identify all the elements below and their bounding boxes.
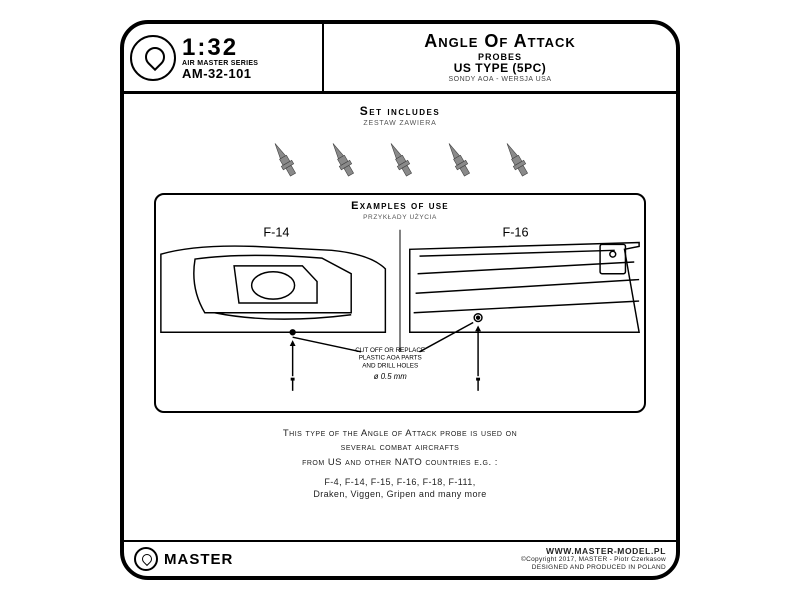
scale-ratio: 1:32 (182, 36, 258, 60)
description-text: This type of the Angle of Attack probe i… (154, 427, 646, 470)
set-includes-en: Set includes (360, 104, 440, 118)
footer-right: WWW.MASTER-MODEL.PL ©Copyright 2017, MAS… (521, 546, 666, 573)
desc-line3: from US and other NATO countries e.g. : (154, 456, 646, 470)
title-main: Angle Of Attack (324, 31, 676, 52)
aircraft-list: F-4, F-14, F-15, F-16, F-18, F-111, Drak… (124, 476, 676, 501)
examples-pl: PRZYKŁADY UŻYCIA (351, 214, 449, 221)
header-title: Angle Of Attack PROBES US TYPE (5PC) SON… (324, 24, 676, 91)
header-left: 1:32 AIR MASTER SERIES AM-32-101 (124, 24, 324, 91)
probe-icon (380, 139, 420, 179)
set-includes-pl: ZESTAW ZAWIERA (124, 120, 676, 127)
f14-label: F-14 (263, 226, 289, 240)
f14-probe-arrow-icon (290, 340, 296, 391)
product-sku: AM-32-101 (182, 67, 258, 80)
probes-row (124, 139, 676, 179)
desc-line1: This type of the Angle of Attack probe i… (154, 427, 646, 441)
title-type: US TYPE (5PC) (324, 62, 676, 76)
f16-nose-icon (410, 242, 639, 332)
footer: MASTER WWW.MASTER-MODEL.PL ©Copyright 20… (124, 540, 676, 576)
footer-brand: MASTER (164, 551, 233, 568)
footer-copyright: ©Copyright 2017, MASTER - Piotr Czerkaso… (521, 556, 666, 564)
title-polish: SONDY AOA - WERSJA USA (324, 76, 676, 84)
drill-dia: ø 0.5 mm (374, 372, 407, 381)
probe-icon (264, 139, 304, 179)
scale-block: 1:32 AIR MASTER SERIES AM-32-101 (182, 36, 258, 80)
footer-logo-icon (134, 547, 158, 571)
note-line3: AND DRILL HOLES (362, 362, 418, 369)
footer-origin: DESIGNED AND PRODUCED IN POLAND (521, 564, 666, 572)
header: 1:32 AIR MASTER SERIES AM-32-101 Angle O… (124, 24, 676, 94)
brand-logo-icon (130, 35, 176, 81)
aircraft-line2: Draken, Viggen, Gripen and many more (124, 488, 676, 501)
footer-web: WWW.MASTER-MODEL.PL (521, 546, 666, 557)
probe-icon (438, 139, 478, 179)
diagram-title: Examples of use PRZYKŁADY UŻYCIA (337, 194, 463, 221)
f14-nose-icon (161, 246, 385, 335)
f16-label: F-16 (502, 226, 528, 240)
aircraft-line1: F-4, F-14, F-15, F-16, F-18, F-111, (124, 476, 676, 489)
examples-en: Examples of use (351, 200, 449, 212)
instruction-sheet: 1:32 AIR MASTER SERIES AM-32-101 Angle O… (120, 20, 680, 580)
desc-line2: several combat aircrafts (154, 441, 646, 455)
probe-icon (322, 139, 362, 179)
section-set-includes: Set includes ZESTAW ZAWIERA (124, 102, 676, 127)
note-line1: CUT OFF OR REPLACE (355, 347, 425, 354)
f16-probe-arrow-icon (475, 325, 481, 390)
probe-icon (496, 139, 536, 179)
note-line2: PLASTIC AOA PARTS (359, 355, 422, 362)
aircraft-diagram-icon: F-14 F-16 (156, 195, 644, 411)
diagram-box: Examples of use PRZYKŁADY UŻYCIA F-14 F-… (154, 193, 646, 413)
